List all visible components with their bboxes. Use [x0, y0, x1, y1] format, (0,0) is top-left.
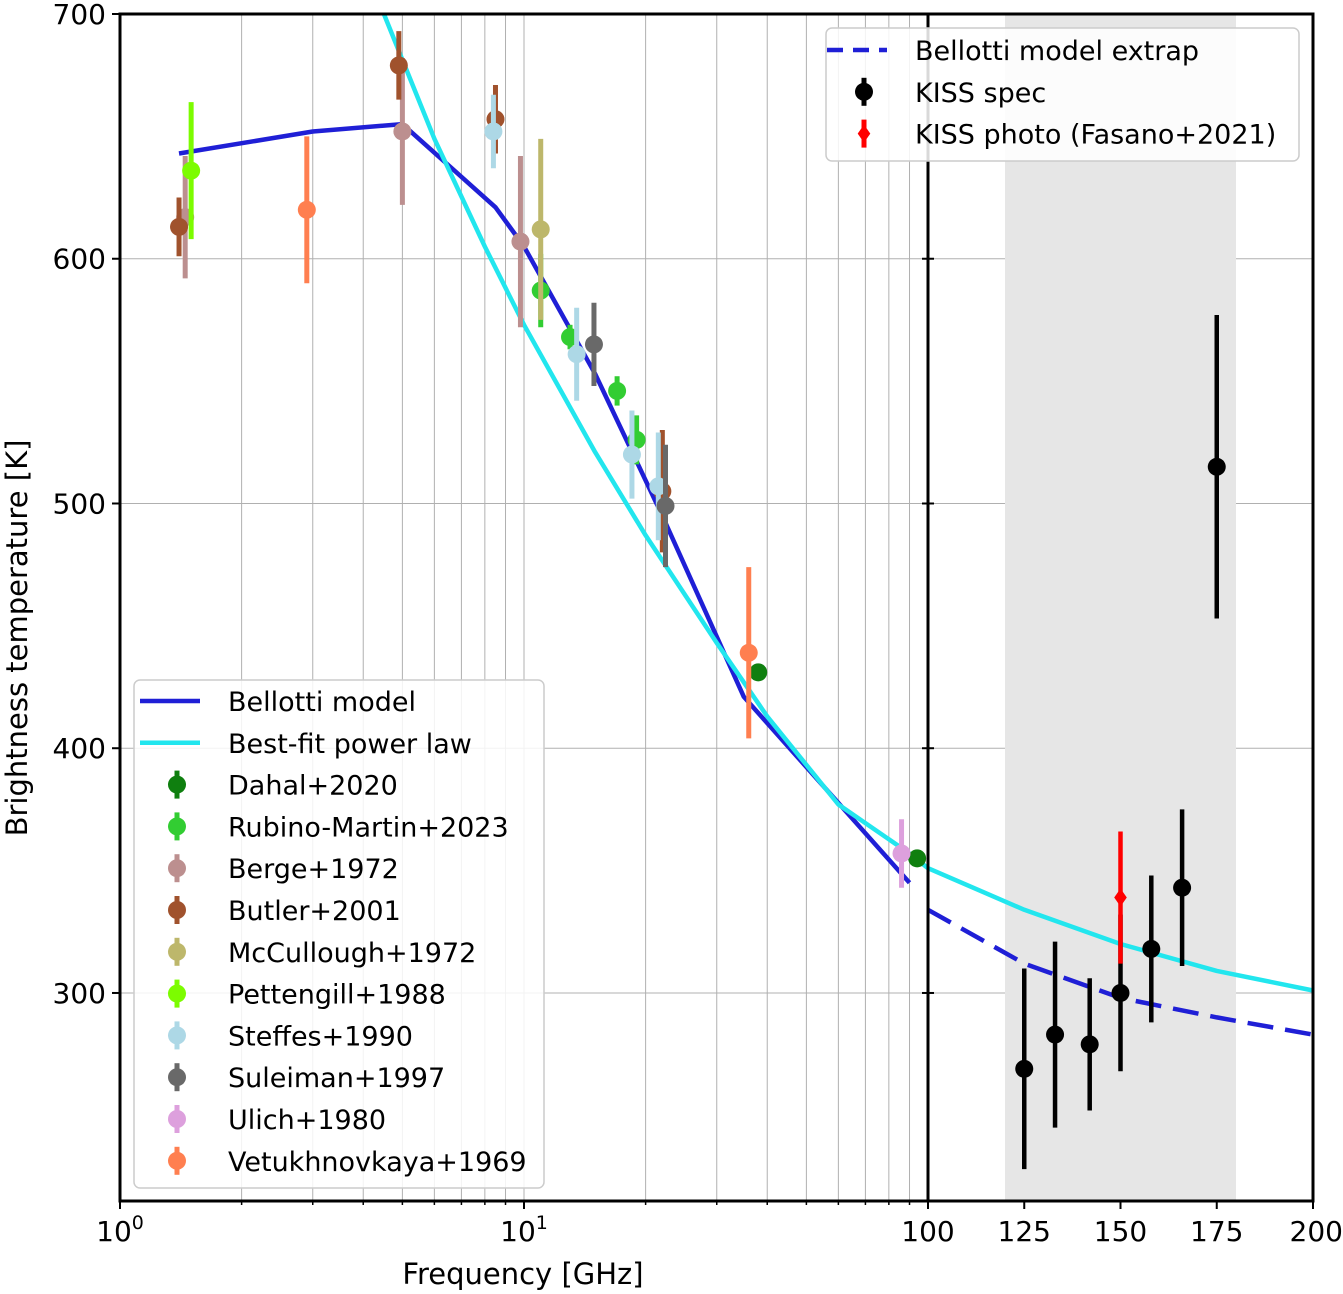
data-point — [1142, 939, 1161, 958]
legend-label: Steffes+1990 — [228, 1021, 413, 1052]
legend-label: Berge+1972 — [228, 854, 399, 885]
data-point — [393, 122, 412, 141]
legend-marker-swatch — [168, 1110, 186, 1128]
legend-marker-swatch — [168, 984, 186, 1003]
data-point — [170, 217, 189, 236]
legend-label: KISS spec — [915, 78, 1046, 109]
data-point — [608, 381, 627, 400]
x-tick-label: 100 — [96, 1212, 144, 1248]
x-tick-exp: 1 — [536, 1212, 548, 1234]
points-layer — [170, 31, 1226, 1170]
legend-marker-swatch — [168, 942, 186, 961]
legend-left: Bellotti model Best-fit power law Dahal+20… — [133, 679, 545, 1189]
x-axis-label: Frequency [GHz] — [402, 1257, 643, 1291]
legend-label: Rubino-Martin+2023 — [228, 812, 509, 843]
x-tick-base: 10 — [500, 1215, 536, 1248]
legend-marker-swatch — [168, 859, 186, 878]
best-fit-power-law-line — [381, 13, 1314, 993]
y-axis-label: Brightness temperature [K] — [0, 440, 34, 837]
data-point — [182, 161, 201, 180]
data-point — [584, 335, 603, 354]
legend-marker-swatch — [168, 901, 186, 919]
x-tick-label: 175 — [1190, 1215, 1243, 1248]
legend-label: Bellotti model extrap — [915, 36, 1199, 67]
data-point — [567, 345, 586, 364]
legend-label: Dahal+2020 — [228, 771, 398, 802]
legend-label: KISS photo (Fasano+2021) — [915, 120, 1276, 151]
data-point — [511, 232, 530, 251]
legend-label: Butler+2001 — [228, 896, 401, 927]
legend-marker-swatch — [855, 82, 873, 101]
legend-right: Bellotti model extrap KISS spec KISS photo… — [825, 27, 1300, 162]
y-tick-label: 300 — [53, 977, 106, 1010]
legend-marker-swatch — [168, 775, 186, 794]
x-tick-label: 100 — [901, 1215, 954, 1248]
legend-label: Bellotti model — [228, 687, 416, 718]
data-point — [622, 445, 641, 464]
data-point — [749, 663, 768, 682]
x-tick-base: 10 — [96, 1215, 132, 1248]
y-tick-label: 600 — [53, 243, 106, 276]
legend-marker-swatch — [857, 124, 871, 143]
legend-marker-swatch — [168, 1151, 186, 1170]
legend-marker-swatch — [168, 817, 186, 836]
data-point — [484, 122, 503, 141]
legend-marker-swatch — [168, 1026, 186, 1045]
legend-label: Suleiman+1997 — [228, 1063, 445, 1094]
legend-marker-swatch — [168, 1068, 186, 1087]
data-point — [656, 496, 675, 515]
legend-label: Vetukhnovkaya+1969 — [228, 1147, 527, 1178]
y-tick-label: 700 — [53, 0, 106, 31]
legend-label: Ulich+1980 — [228, 1105, 386, 1136]
x-tick-label: 125 — [998, 1215, 1051, 1248]
legend-right-box — [825, 27, 1300, 162]
x-tick-label: 101 — [500, 1212, 548, 1248]
data-point — [389, 56, 408, 75]
data-point — [531, 220, 550, 239]
legend-label: McCullough+1972 — [228, 938, 476, 969]
legend-left-box — [133, 679, 545, 1189]
data-point — [1207, 457, 1226, 476]
data-point — [649, 477, 668, 496]
data-point — [908, 849, 927, 868]
data-point — [1173, 878, 1192, 897]
data-point — [739, 643, 758, 662]
x-tick-label: 150 — [1094, 1215, 1147, 1248]
data-point — [1015, 1059, 1034, 1078]
data-point — [892, 844, 911, 863]
data-point — [1080, 1035, 1099, 1054]
legend-label: Best-fit power law — [228, 729, 472, 760]
data-point-diamond — [1114, 888, 1127, 907]
y-tick-label: 400 — [53, 732, 106, 765]
data-point — [1046, 1025, 1065, 1044]
data-point — [297, 200, 316, 219]
x-tick-exp: 0 — [132, 1212, 144, 1234]
y-tick-label: 500 — [53, 487, 106, 520]
x-tick-label: 200 — [1290, 1215, 1343, 1248]
data-point — [1111, 983, 1130, 1002]
legend-label: Pettengill+1988 — [228, 980, 446, 1011]
